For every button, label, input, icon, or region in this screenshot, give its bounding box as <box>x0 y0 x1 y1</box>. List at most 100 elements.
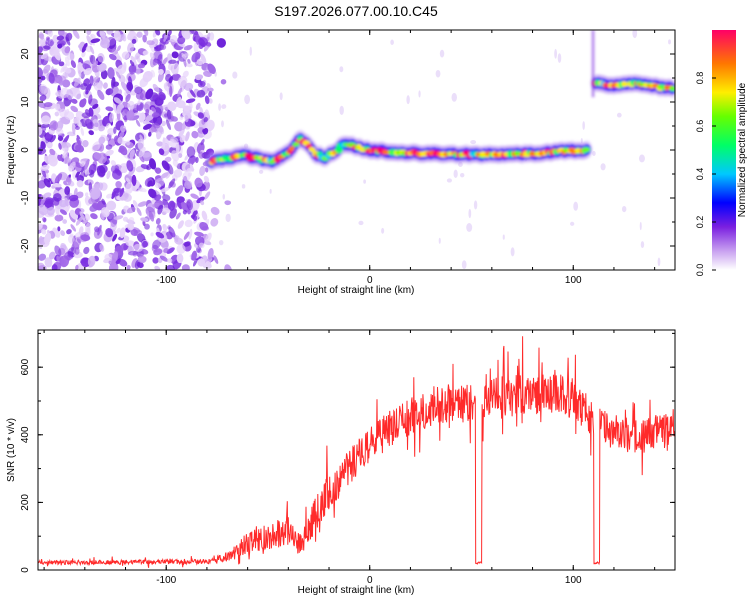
noise-speckle <box>156 141 164 147</box>
noise-speckle <box>76 120 83 128</box>
noise-speckle <box>48 72 55 84</box>
colorbar-tick-label: 0.4 <box>695 168 705 181</box>
noise-speckle <box>224 200 232 206</box>
noise-speckle <box>60 63 68 73</box>
noise-speckle <box>573 201 579 211</box>
noise-speckle <box>146 40 155 46</box>
snr-frame <box>37 329 676 571</box>
noise-speckle <box>196 89 206 98</box>
noise-speckle <box>621 206 627 213</box>
noise-speckle <box>67 53 75 61</box>
noise-speckle <box>64 186 71 196</box>
noise-speckle <box>466 223 473 232</box>
spectrogram-y-tick-label: 0 <box>20 147 31 153</box>
noise-speckle <box>113 126 117 134</box>
colorbar-tick-label: 0.0 <box>695 264 705 277</box>
noise-speckle <box>145 88 154 100</box>
noise-speckle <box>580 138 583 144</box>
noise-speckle <box>110 260 118 270</box>
noise-speckle <box>600 163 606 171</box>
noise-speckle <box>89 45 95 55</box>
noise-speckle <box>116 227 121 234</box>
noise-speckle <box>89 54 96 65</box>
noise-speckle <box>221 104 227 109</box>
noise-speckle <box>150 232 154 237</box>
track-amplitude <box>292 142 300 147</box>
noise-speckle <box>451 92 457 102</box>
noise-speckle <box>406 95 410 105</box>
noise-speckle <box>115 71 121 79</box>
spectrogram-x-ticks: -100 0 100 <box>43 30 656 286</box>
noise-speckle <box>105 227 114 238</box>
noise-speckle <box>162 223 168 232</box>
noise-speckle <box>152 239 161 250</box>
noise-speckle <box>81 42 88 53</box>
colorbar-tick-label: 0.8 <box>695 72 705 85</box>
noise-speckle <box>152 94 159 101</box>
noise-speckle <box>39 84 48 94</box>
noise-speckle <box>137 255 147 264</box>
noise-speckle <box>98 125 105 132</box>
noise-speckle <box>186 146 196 158</box>
noise-speckle <box>59 199 68 208</box>
noise-speckle <box>473 200 478 210</box>
track-jump-streak <box>591 30 595 98</box>
noise-speckle <box>106 30 114 35</box>
colorbar: 0.0 0.2 0.4 0.6 0.8 Normalized spectral ampl… <box>695 30 748 276</box>
noise-speckle <box>87 255 96 267</box>
noise-speckle <box>105 106 114 112</box>
noise-speckle <box>151 112 160 118</box>
colorbar-ticks: 0.0 0.2 0.4 0.6 0.8 <box>695 72 716 277</box>
noise-speckle <box>153 248 163 256</box>
noise-speckle <box>210 218 219 227</box>
noise-speckle <box>106 193 113 199</box>
noise-speckle <box>71 122 76 135</box>
noise-speckle <box>201 210 208 221</box>
noise-speckle <box>175 185 184 196</box>
noise-speckle <box>90 38 101 44</box>
noise-speckle <box>75 216 83 226</box>
noise-speckle <box>207 87 214 92</box>
noise-speckle <box>207 248 214 260</box>
noise-speckle <box>144 71 153 77</box>
noise-speckle <box>131 174 137 187</box>
noise-speckle <box>139 77 149 88</box>
noise-speckle <box>38 32 45 40</box>
noise-speckle <box>172 159 179 167</box>
noise-speckle <box>154 167 162 174</box>
noise-speckle <box>38 235 44 245</box>
noise-speckle <box>168 178 176 189</box>
noise-speckle <box>40 75 46 81</box>
noise-speckle <box>49 120 59 131</box>
noise-speckle <box>54 173 63 184</box>
noise-speckle <box>68 161 76 171</box>
spectrogram-y-tick-label: 20 <box>20 48 31 60</box>
noise-speckle <box>119 227 126 239</box>
snr-panel: -100 0 100 0 200 400 600 Height of straight l… <box>6 329 676 596</box>
noise-speckle <box>196 58 204 66</box>
noise-speckle <box>103 82 108 89</box>
noise-speckle <box>58 142 62 150</box>
noise-speckle <box>128 166 136 177</box>
noise-speckle <box>137 63 146 69</box>
noise-speckle <box>78 226 84 235</box>
noise-speckle <box>638 154 645 163</box>
noise-speckle <box>189 88 196 98</box>
noise-speckle <box>468 208 472 219</box>
noise-speckle <box>418 90 421 98</box>
noise-speckle <box>54 245 62 257</box>
noise-speckle <box>93 76 100 83</box>
noise-speckle <box>439 49 445 58</box>
noise-speckle <box>138 146 146 158</box>
noise-speckle <box>135 119 141 127</box>
noise-speckle <box>185 98 196 104</box>
noise-speckle <box>198 42 205 49</box>
noise-speckle <box>161 57 168 66</box>
noise-speckle <box>84 158 90 170</box>
noise-speckle <box>134 259 141 270</box>
noise-speckle <box>179 115 184 120</box>
noise-speckle <box>81 112 91 119</box>
noise-speckle <box>166 247 175 254</box>
noise-speckle <box>128 216 135 224</box>
noise-speckle <box>202 128 209 135</box>
